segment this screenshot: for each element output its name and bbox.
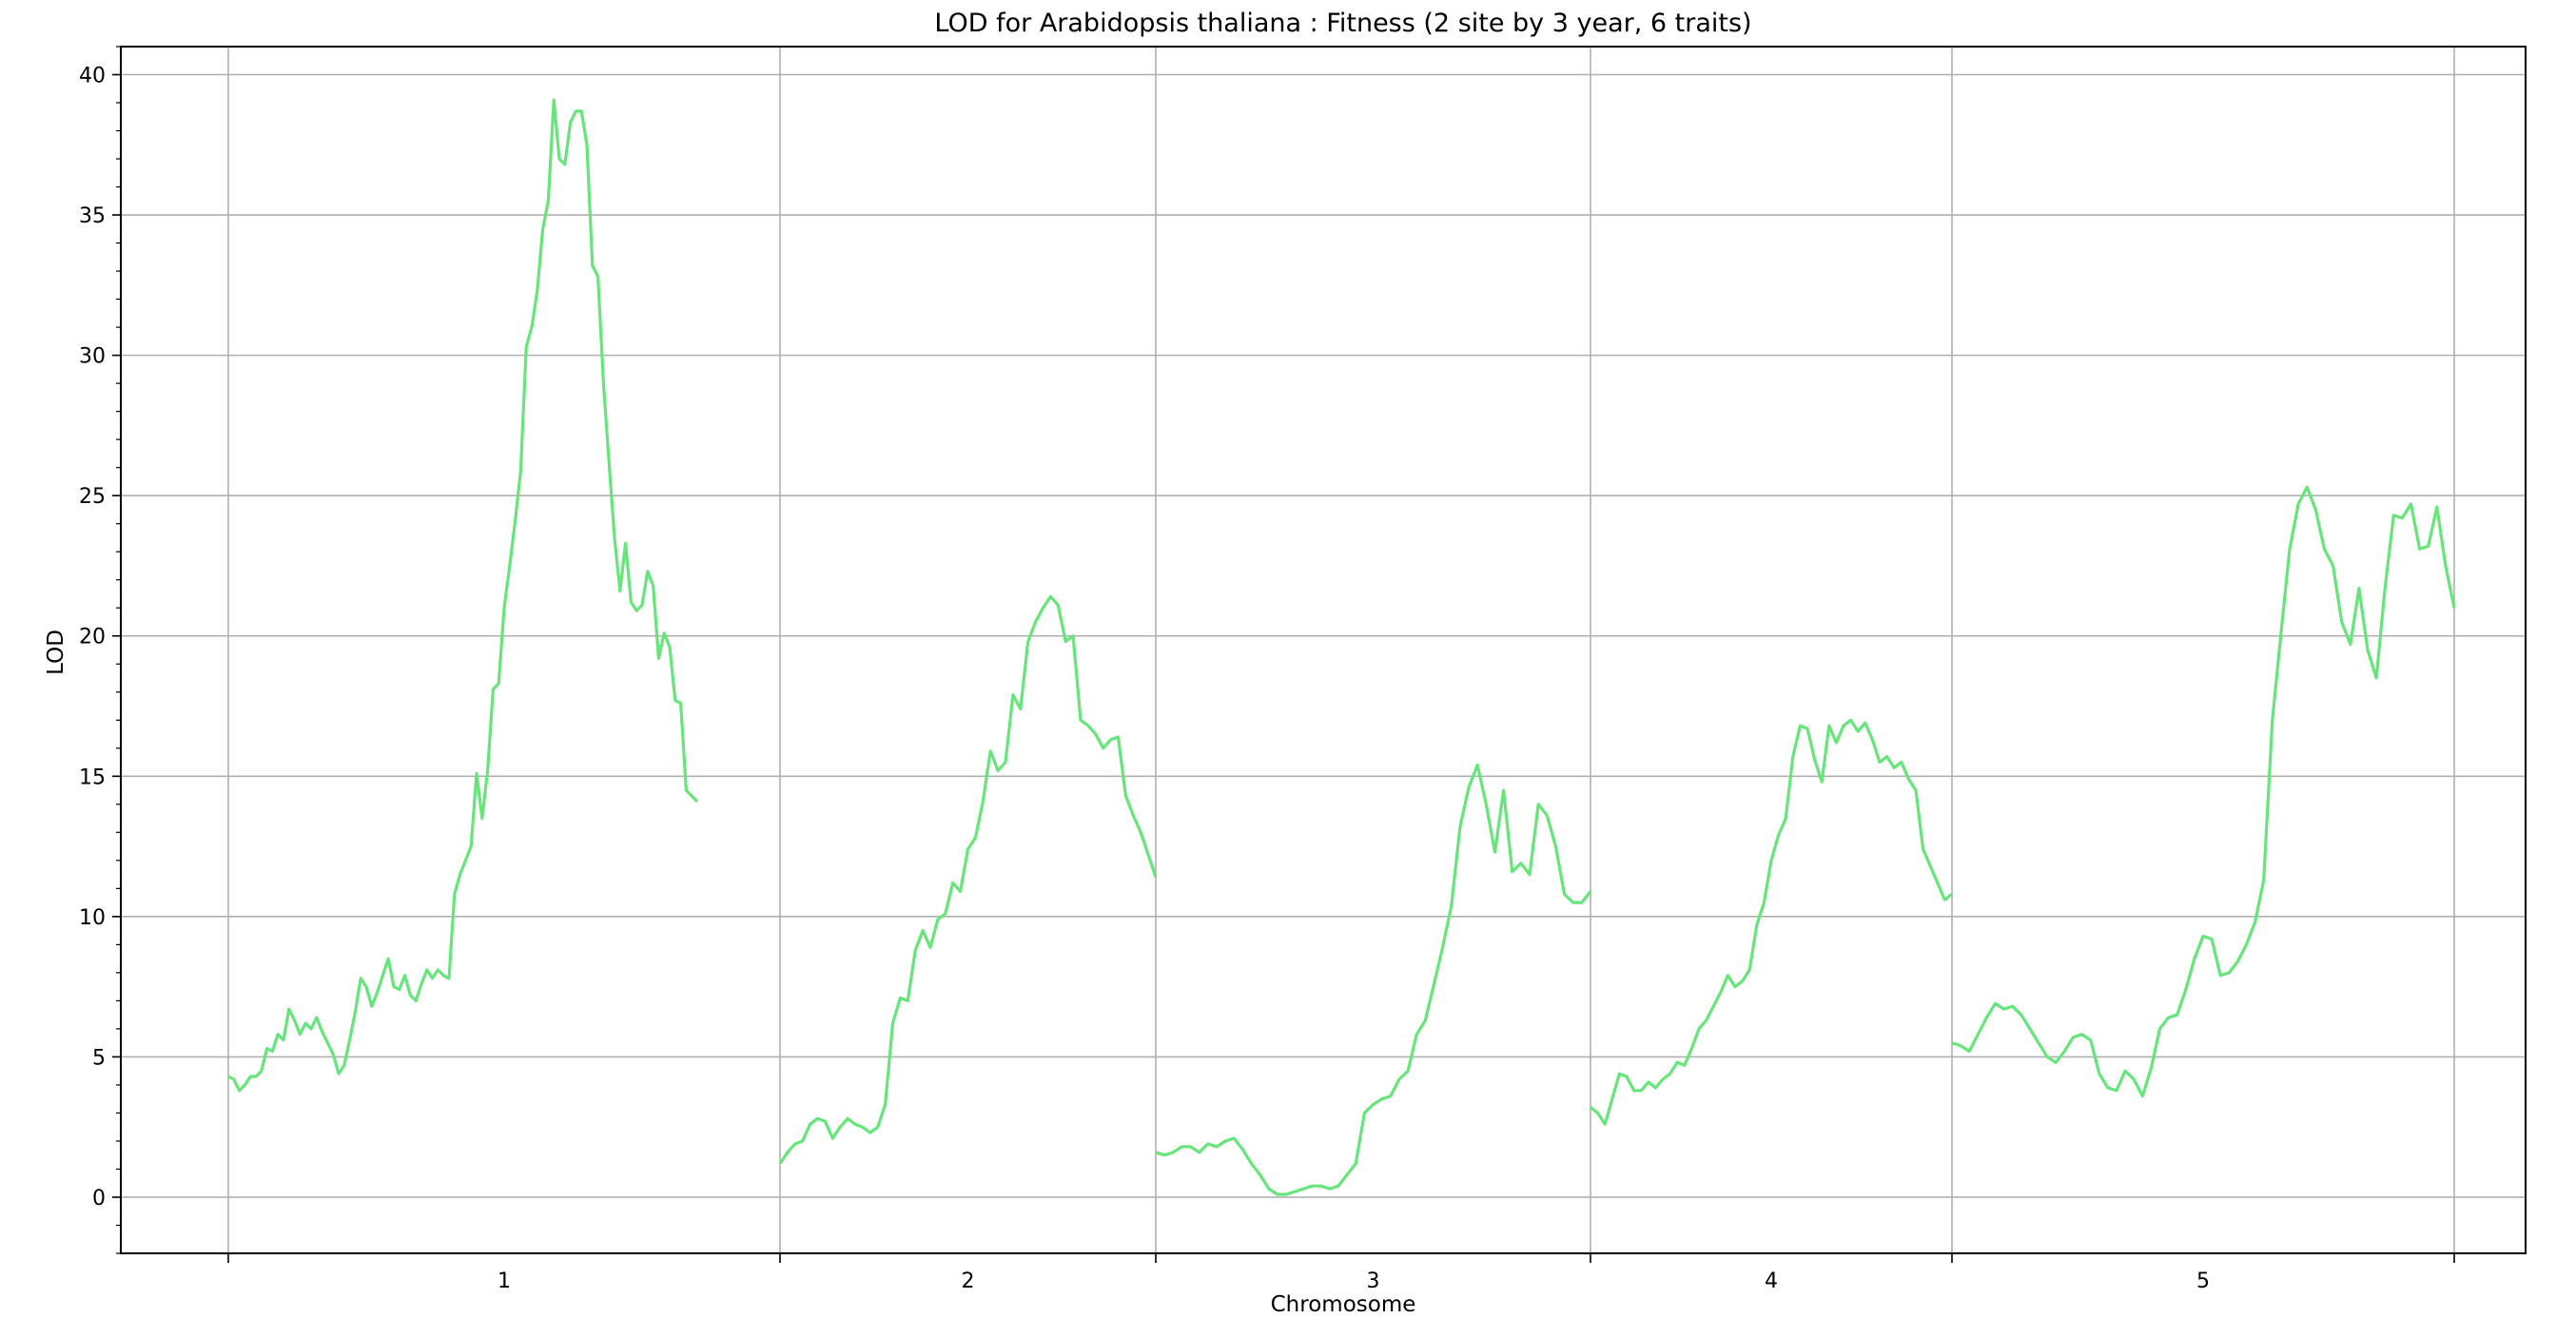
y-axis-label: LOD (44, 630, 68, 675)
y-tick-label: 15 (79, 766, 106, 789)
y-tick-label: 5 (92, 1046, 106, 1070)
y-tick-label: 40 (79, 65, 106, 88)
plot-frame (120, 46, 2527, 1254)
plot-area (227, 98, 2456, 1196)
x-tick-label: 5 (2196, 1270, 2210, 1293)
x-tick-label: 3 (1367, 1270, 1380, 1293)
y-tick-label: 10 (79, 906, 106, 930)
x-tick-label: 1 (498, 1270, 511, 1293)
y-tick-label: 35 (79, 204, 106, 228)
lod-line-chromosome-2 (778, 594, 1158, 1165)
x-tick-label: 2 (962, 1270, 975, 1293)
x-tick-label: 4 (1765, 1270, 1778, 1293)
y-tick-label: 20 (79, 626, 106, 649)
lod-line-chromosome-3 (1155, 763, 1592, 1196)
y-tick-label: 0 (92, 1187, 106, 1211)
lod-line-chromosome-1 (227, 98, 699, 1093)
axes: 0 5 10 15 20 25 30 35 40 1 2 3 4 5 (79, 46, 2455, 1293)
y-tick-label: 25 (79, 485, 106, 509)
grid-lines (121, 47, 2526, 1253)
x-axis-label: Chromosome (1271, 1292, 1416, 1317)
lod-line-chromosome-5 (1951, 485, 2456, 1098)
lod-line-chromosome-4 (1590, 718, 1953, 1126)
chart-title: LOD for Arabidopsis thaliana : Fitness (… (934, 9, 1751, 38)
y-tick-label: 30 (79, 345, 106, 369)
